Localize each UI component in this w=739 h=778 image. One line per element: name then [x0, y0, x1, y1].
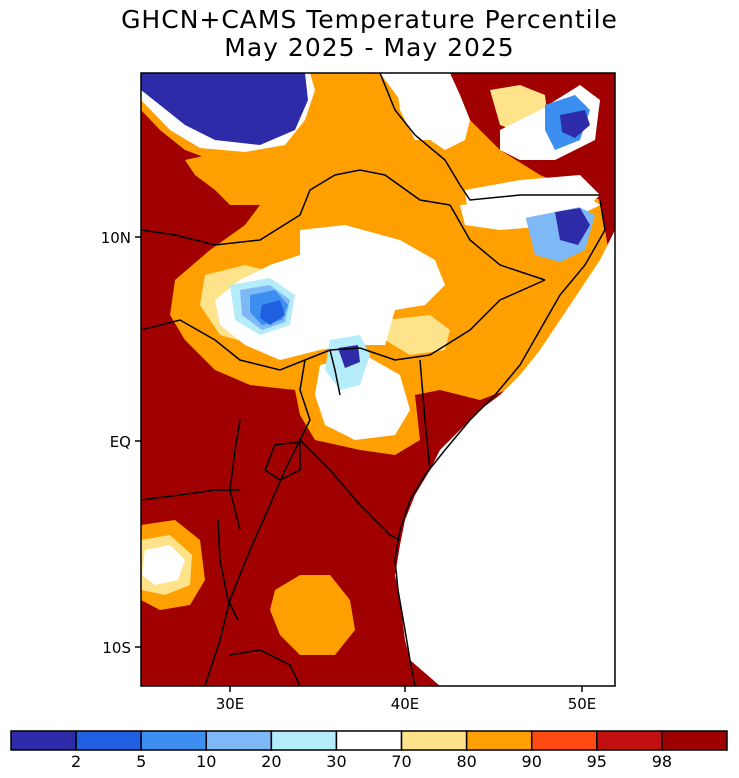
chart-title-line-1: GHCN+CAMS Temperature Percentile: [121, 5, 618, 34]
map-field: [141, 73, 615, 686]
colorbar-label: 10: [196, 752, 216, 771]
field-2-lake-region: [338, 345, 360, 368]
y-tick-label: 10N: [101, 229, 131, 247]
field-80-east-region: [385, 315, 450, 355]
x-axis: 30E 40E 50E: [216, 686, 597, 713]
map-frame: [140, 72, 616, 687]
colorbar-swatch: [140, 730, 208, 751]
field-70-sw-region: [142, 545, 185, 585]
colorbar-swatch: [661, 730, 728, 751]
colorbar-swatch: [205, 730, 273, 751]
colorbar-swatch: [465, 730, 533, 751]
red-sea: [380, 73, 470, 150]
colorbar-label: 70: [391, 752, 411, 771]
y-axis: 10N EQ 10S: [101, 229, 141, 657]
colorbar-label: 20: [261, 752, 281, 771]
colorbar: 2 5 10 20 30 70 80 90 95 98: [10, 730, 728, 771]
field-2-horn-region: [555, 208, 590, 245]
indian-ocean: [395, 230, 615, 686]
field-90-lower-region: [270, 575, 355, 655]
colorbar-swatch: [335, 730, 403, 751]
colorbar-swatch: [75, 730, 142, 751]
colorbar-swatch: [400, 730, 468, 751]
y-tick-label: 10S: [102, 639, 131, 657]
country-borders: [141, 73, 606, 686]
y-tick-label: EQ: [110, 433, 131, 451]
colorbar-label: 98: [652, 752, 672, 771]
field-5-region: [260, 300, 285, 325]
x-tick-label: 50E: [568, 695, 597, 713]
colorbar-label: 80: [456, 752, 476, 771]
field-2-horn-north-region: [560, 110, 590, 138]
x-tick-label: 30E: [216, 695, 245, 713]
x-tick-label: 40E: [391, 695, 420, 713]
field-2-nw-region: [141, 73, 308, 145]
colorbar-label: 30: [326, 752, 346, 771]
colorbar-swatch: [270, 730, 338, 751]
colorbar-label: 5: [136, 752, 146, 771]
colorbar-label: 2: [71, 752, 81, 771]
colorbar-swatch: [596, 730, 663, 751]
colorbar-label: 90: [522, 752, 542, 771]
colorbar-swatch: [10, 730, 77, 751]
colorbar-label: 95: [587, 752, 607, 771]
chart-title-line-2: May 2025 - May 2025: [224, 33, 515, 62]
colorbar-swatch: [530, 730, 598, 751]
gulf-of-aden: [465, 175, 600, 225]
